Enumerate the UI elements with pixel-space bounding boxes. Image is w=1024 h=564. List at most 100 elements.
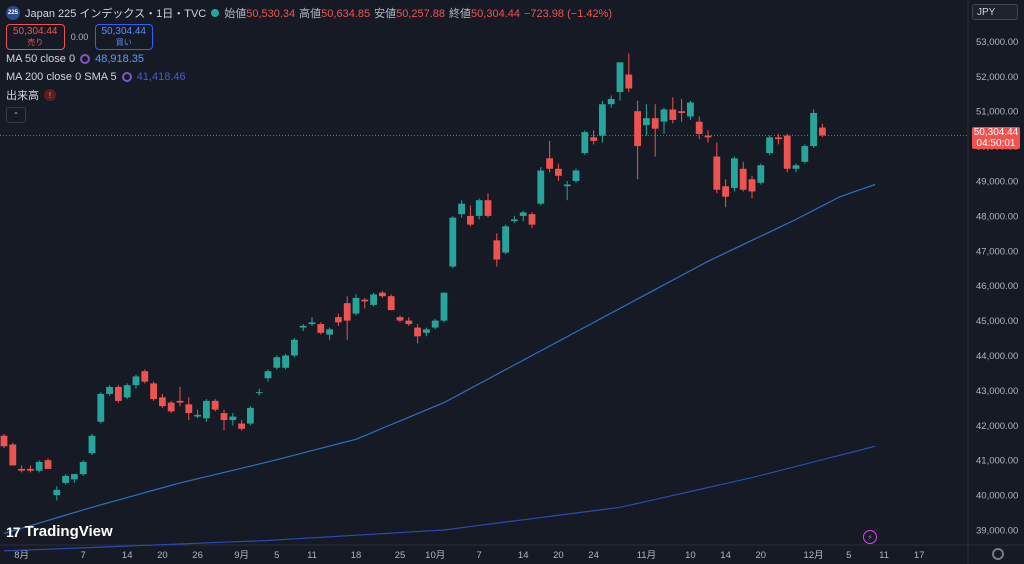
- candle-body[interactable]: [211, 400, 219, 410]
- tradingview-logo[interactable]: 17 TradingView: [6, 523, 113, 540]
- candle-body[interactable]: [467, 215, 474, 225]
- candle-body[interactable]: [115, 386, 122, 401]
- candle-body[interactable]: [123, 385, 131, 398]
- candle-body[interactable]: [106, 386, 113, 394]
- ma200-legend[interactable]: MA 200 close 0 SMA 5 41,418.46: [6, 68, 616, 86]
- candle-body[interactable]: [44, 460, 52, 469]
- candle-body[interactable]: [775, 137, 782, 140]
- candle-body[interactable]: [0, 435, 8, 447]
- candle-body[interactable]: [599, 104, 606, 136]
- volume-legend[interactable]: 出来高 !: [6, 86, 616, 104]
- candle-body[interactable]: [282, 355, 289, 368]
- candle-body[interactable]: [185, 404, 193, 414]
- candle-body[interactable]: [722, 186, 729, 197]
- candle-body[interactable]: [229, 416, 237, 421]
- candle-body[interactable]: [475, 200, 483, 216]
- symbol-title[interactable]: Japan 225 インデックス・1日・TVC: [25, 8, 207, 20]
- candle-body[interactable]: [704, 135, 712, 138]
- candle-body[interactable]: [343, 303, 351, 321]
- candle-body[interactable]: [431, 320, 439, 328]
- candle-body[interactable]: [810, 112, 817, 147]
- candle-body[interactable]: [361, 299, 369, 302]
- candle-body[interactable]: [299, 325, 307, 328]
- currency-selector[interactable]: JPY: [972, 4, 1018, 20]
- candle-body[interactable]: [660, 109, 668, 122]
- candle-body[interactable]: [167, 402, 175, 412]
- candle-body[interactable]: [502, 226, 509, 253]
- candle-body[interactable]: [616, 62, 624, 93]
- sell-button[interactable]: 50,304.44 売り: [6, 24, 65, 50]
- candle-body[interactable]: [739, 168, 747, 190]
- candle-body[interactable]: [590, 137, 597, 141]
- candle-body[interactable]: [326, 329, 333, 335]
- lightning-icon[interactable]: ⚡: [863, 530, 877, 544]
- candle-body[interactable]: [405, 320, 413, 325]
- candle-body[interactable]: [370, 294, 377, 305]
- warning-icon[interactable]: !: [44, 89, 56, 101]
- candle-body[interactable]: [273, 357, 281, 368]
- candle-body[interactable]: [335, 317, 342, 323]
- collapse-legend-button[interactable]: ⌃: [6, 107, 26, 123]
- candle-body[interactable]: [713, 156, 721, 190]
- candle-body[interactable]: [581, 132, 589, 154]
- candle-body[interactable]: [625, 74, 633, 89]
- candle-body[interactable]: [484, 200, 492, 216]
- candle-body[interactable]: [643, 118, 650, 126]
- candle-body[interactable]: [748, 179, 756, 192]
- buy-button[interactable]: 50,304.44 買い: [94, 24, 153, 50]
- candle-body[interactable]: [291, 339, 298, 356]
- candle-body[interactable]: [423, 329, 430, 333]
- candle-body[interactable]: [511, 219, 518, 222]
- candle-body[interactable]: [572, 170, 580, 181]
- candle-body[interactable]: [687, 102, 694, 117]
- candle-body[interactable]: [18, 468, 25, 471]
- candle-body[interactable]: [255, 392, 263, 394]
- candle-body[interactable]: [352, 297, 360, 314]
- candle-body[interactable]: [9, 444, 17, 466]
- candle-body[interactable]: [819, 127, 826, 136]
- candle-body[interactable]: [493, 240, 501, 260]
- candle-body[interactable]: [607, 98, 615, 105]
- candle-body[interactable]: [458, 203, 465, 215]
- candle-body[interactable]: [563, 184, 571, 187]
- candle-body[interactable]: [792, 165, 800, 169]
- candle-body[interactable]: [53, 489, 61, 496]
- candle-body[interactable]: [757, 165, 765, 183]
- candle-body[interactable]: [555, 168, 562, 176]
- candle-body[interactable]: [731, 158, 738, 188]
- ma50-settings-icon[interactable]: [80, 54, 91, 64]
- candle-body[interactable]: [203, 400, 210, 419]
- candle-body[interactable]: [247, 407, 254, 424]
- candle-body[interactable]: [150, 383, 157, 400]
- candle-body[interactable]: [449, 217, 457, 267]
- candle-body[interactable]: [669, 109, 677, 120]
- candle-body[interactable]: [35, 461, 43, 471]
- candle-body[interactable]: [546, 158, 553, 169]
- candle-body[interactable]: [396, 317, 404, 321]
- candle-body[interactable]: [317, 324, 325, 333]
- axis-settings-icon[interactable]: [992, 548, 1004, 560]
- candle-body[interactable]: [194, 414, 201, 417]
- candle-body[interactable]: [678, 111, 685, 113]
- candle-body[interactable]: [220, 413, 228, 421]
- candle-body[interactable]: [71, 474, 78, 480]
- candle-body[interactable]: [537, 170, 545, 204]
- candle-body[interactable]: [528, 214, 536, 225]
- candle-body[interactable]: [159, 397, 166, 407]
- candle-body[interactable]: [801, 146, 809, 162]
- candle-body[interactable]: [141, 371, 149, 382]
- candle-body[interactable]: [308, 322, 316, 325]
- candle-body[interactable]: [264, 371, 272, 379]
- candle-body[interactable]: [634, 111, 641, 147]
- candle-body[interactable]: [97, 393, 105, 422]
- candle-body[interactable]: [176, 400, 184, 403]
- ma200-settings-icon[interactable]: [121, 72, 132, 82]
- candle-body[interactable]: [519, 212, 527, 216]
- candle-body[interactable]: [387, 296, 395, 311]
- candle-body[interactable]: [238, 423, 245, 429]
- candle-body[interactable]: [132, 376, 140, 386]
- candle-body[interactable]: [27, 468, 34, 471]
- candle-body[interactable]: [695, 121, 703, 134]
- candle-body[interactable]: [440, 292, 448, 321]
